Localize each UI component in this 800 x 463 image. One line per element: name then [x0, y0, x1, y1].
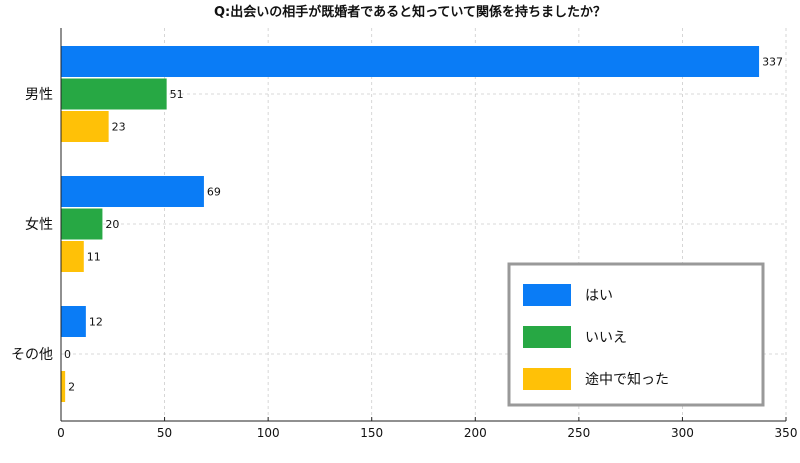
x-tick-label: 250: [567, 426, 590, 440]
x-tick-label: 300: [671, 426, 694, 440]
data-label: 0: [64, 348, 71, 361]
x-tick-label: 150: [360, 426, 383, 440]
x-tick-label: 0: [57, 426, 65, 440]
data-label: 12: [89, 316, 103, 329]
bar: [61, 371, 66, 402]
x-tick-label: 100: [257, 426, 280, 440]
x-tick-label: 350: [775, 426, 798, 440]
legend-swatch: [523, 368, 571, 390]
data-label: 51: [170, 88, 184, 101]
category-label: その他: [11, 347, 53, 363]
x-tick-label: 200: [464, 426, 487, 440]
x-tick-label: 50: [157, 426, 172, 440]
grid: [61, 28, 787, 421]
legend-swatch: [523, 284, 571, 306]
category-label: 男性: [25, 87, 53, 103]
data-label: 20: [105, 218, 119, 231]
chart-title: Q:出会いの相手が既婚者であると知っていて関係を持ちましたか？: [214, 4, 606, 20]
legend-label: はい: [585, 288, 613, 304]
legend-label: 途中で知った: [585, 371, 669, 388]
legend-swatch: [523, 326, 571, 348]
bar: [61, 306, 86, 337]
category-label: 女性: [25, 216, 53, 233]
bar: [61, 78, 167, 110]
bar: [61, 46, 760, 77]
bars: 337 51 23 69 20 11 12 0 2: [61, 46, 783, 402]
data-label: 23: [112, 121, 126, 134]
bar: [61, 208, 103, 240]
data-label: 69: [207, 186, 221, 199]
legend-label: いいえ: [585, 330, 627, 346]
bar: [61, 111, 109, 142]
data-label: 337: [762, 56, 783, 69]
data-label: 2: [68, 381, 75, 394]
data-label: 11: [87, 251, 101, 264]
bar: [61, 241, 84, 272]
bar: [61, 176, 204, 207]
